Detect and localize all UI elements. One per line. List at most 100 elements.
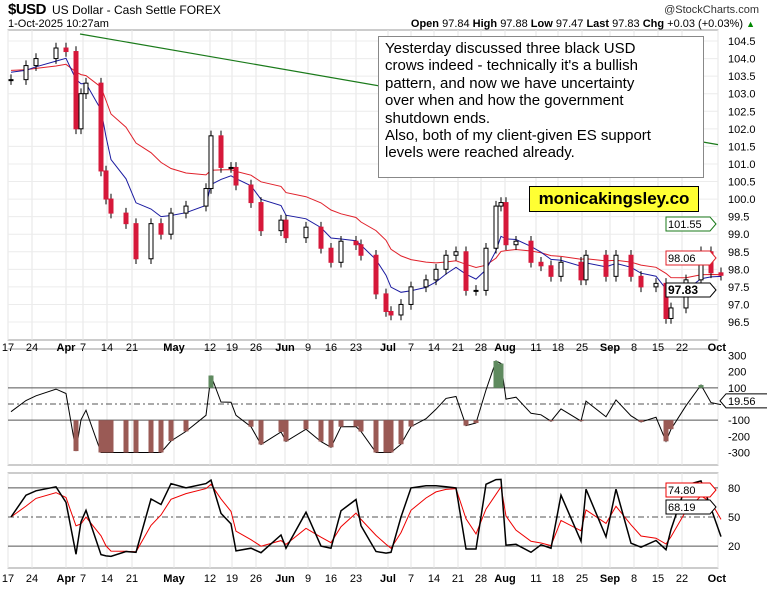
high-value: 97.88 xyxy=(500,18,528,30)
candle-body xyxy=(638,275,644,288)
x-tick-label: 24 xyxy=(26,342,38,354)
y-tick-label: 102.0 xyxy=(728,124,756,136)
y-tick-label: 20 xyxy=(728,541,740,553)
candle-body xyxy=(503,202,509,246)
x-tick-label: 19 xyxy=(226,342,238,354)
x-tick-label: May xyxy=(163,342,185,354)
candle-body xyxy=(373,254,379,295)
x-tick-label: May xyxy=(163,573,185,585)
x-tick-label: Apr xyxy=(57,573,77,585)
candle-body xyxy=(248,184,254,204)
candle-body xyxy=(578,261,584,281)
last-price-readout-box xyxy=(665,282,717,298)
stoch-d-line xyxy=(10,483,722,553)
symbol: $USD xyxy=(8,1,47,18)
candle-body xyxy=(283,219,289,239)
candle-body xyxy=(148,223,154,260)
y-tick-label: 101.5 xyxy=(728,141,756,153)
x-tick-label: 28 xyxy=(475,573,487,585)
x-tick-label: 18 xyxy=(552,573,564,585)
x-tick-label: Jul xyxy=(380,342,396,354)
x-tick-label: 14 xyxy=(428,342,440,354)
candle-body xyxy=(8,79,14,82)
candle-body xyxy=(463,251,469,291)
y-tick-label: 100.5 xyxy=(728,177,756,189)
candle-body xyxy=(103,170,109,200)
up-arrow-icon: ▲ xyxy=(746,19,755,29)
x-tick-label: 23 xyxy=(350,342,362,354)
candle-body xyxy=(383,293,389,312)
candle-body xyxy=(613,254,619,277)
open-label: Open xyxy=(410,18,440,30)
candle-body xyxy=(353,240,359,246)
candle-body xyxy=(453,251,459,256)
annotation-line: crows indeed - technically it's a bullis… xyxy=(385,57,638,75)
cci-readout-box xyxy=(719,393,767,409)
x-tick-label: Apr xyxy=(57,342,77,354)
annotation-line: pattern, and now we have uncertainty xyxy=(385,74,635,92)
x-tick-label: Jun xyxy=(275,573,295,585)
stoch-d-readout-box xyxy=(665,499,717,515)
candle-body xyxy=(718,272,724,276)
x-tick-label: 26 xyxy=(250,573,262,585)
candle-body xyxy=(53,47,59,60)
candle-body xyxy=(668,307,674,319)
cci-readout: 19.56 xyxy=(728,396,756,408)
x-tick-label: 19 xyxy=(226,573,238,585)
candle-body xyxy=(398,303,404,316)
y-tick-label: 96.5 xyxy=(728,317,749,329)
annotation-line: Also, both of my client-given ES support xyxy=(385,127,651,145)
x-tick-label: 14 xyxy=(428,573,440,585)
candle-body xyxy=(443,254,449,270)
y-tick-label: 50 xyxy=(728,512,740,524)
low-label: Low xyxy=(530,18,553,30)
y-tick-label: 300 xyxy=(728,350,746,362)
y-tick-label: 80 xyxy=(728,483,740,495)
candle-body xyxy=(548,265,554,277)
x-tick-label: 17 xyxy=(2,342,14,354)
candle-body xyxy=(73,51,79,130)
candle-body xyxy=(168,212,174,235)
candle-body xyxy=(473,289,479,292)
candle-body xyxy=(218,135,224,168)
candle-body xyxy=(183,205,189,214)
candle-body xyxy=(388,310,394,316)
y-tick-label: 99.0 xyxy=(728,229,749,241)
x-tick-label: 12 xyxy=(204,573,216,585)
y-tick-label: 97.0 xyxy=(728,299,749,311)
y-tick-label: 100 xyxy=(728,383,746,395)
x-tick-label: 16 xyxy=(325,573,337,585)
candle-body xyxy=(603,254,609,277)
y-tick-label: 98.0 xyxy=(728,264,749,276)
high-label: High xyxy=(472,18,498,30)
candle-body xyxy=(358,244,364,256)
x-tick-label: 21 xyxy=(452,342,464,354)
y-tick-label: 102.5 xyxy=(728,106,756,118)
candle-body xyxy=(78,93,84,130)
candle-body xyxy=(583,254,589,281)
ma-long-readout: 101.55 xyxy=(668,219,702,231)
x-tick-label: 26 xyxy=(250,342,262,354)
stoch-d-readout: 68.19 xyxy=(668,502,696,514)
candle-body xyxy=(203,188,209,207)
chg-value: +0.03 (+0.03%) xyxy=(667,18,744,30)
y-tick-label: 103.0 xyxy=(728,89,756,101)
y-tick-label: 104.5 xyxy=(728,36,756,48)
timestamp: 1-Oct-2025 10:27am xyxy=(8,18,109,30)
candle-body xyxy=(228,166,234,169)
candle-body xyxy=(408,286,414,305)
x-tick-label: Aug xyxy=(494,573,515,585)
x-tick-label: 28 xyxy=(475,342,487,354)
x-tick-label: 11 xyxy=(530,573,541,585)
x-tick-label: 22 xyxy=(676,573,688,585)
candle-body xyxy=(558,261,564,277)
x-tick-label: 14 xyxy=(101,342,113,354)
cci-line xyxy=(10,360,722,453)
x-tick-label: 7 xyxy=(80,342,86,354)
candle-body xyxy=(63,47,69,53)
candle-body xyxy=(123,212,129,225)
website-label: monicakingsley.co xyxy=(529,186,699,212)
candle-body xyxy=(538,261,544,267)
ma-slow-readout-box xyxy=(665,250,717,266)
